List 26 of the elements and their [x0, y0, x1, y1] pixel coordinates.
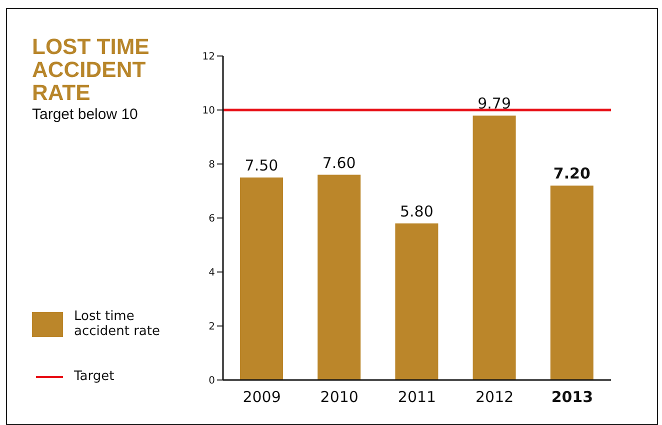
- y-tick-label: 8: [208, 160, 215, 171]
- y-tick-label: 0: [208, 376, 215, 387]
- y-tick-label: 12: [202, 52, 215, 63]
- legend-label: Lost time accident rate: [74, 309, 161, 339]
- bar: [472, 116, 516, 380]
- text: 7.20: [553, 164, 590, 183]
- bar: [550, 186, 594, 380]
- bar: [240, 178, 283, 380]
- x-tick-label: 2013: [551, 388, 594, 406]
- bar: [395, 223, 438, 380]
- y-tick-label: 6: [208, 214, 215, 225]
- bar: [318, 174, 361, 380]
- text: 9.79: [478, 94, 512, 113]
- text: 5.80: [400, 202, 434, 220]
- x-tick-label: 2010: [320, 388, 358, 406]
- y-tick-label: 2: [208, 322, 215, 333]
- x-tick-label: 2011: [398, 388, 436, 406]
- text: Target below 10: [32, 106, 139, 123]
- y-tick-label: 4: [208, 268, 215, 279]
- x-tick-label: 2012: [476, 388, 514, 406]
- text: 7.50: [244, 156, 278, 174]
- x-tick-label: 2009: [242, 388, 281, 406]
- text: 7.60: [322, 154, 356, 172]
- y-tick-label: 10: [202, 106, 215, 117]
- chart-title: LOST TIME ACCIDENT RATE: [32, 34, 150, 105]
- legend-label: Target: [74, 369, 114, 384]
